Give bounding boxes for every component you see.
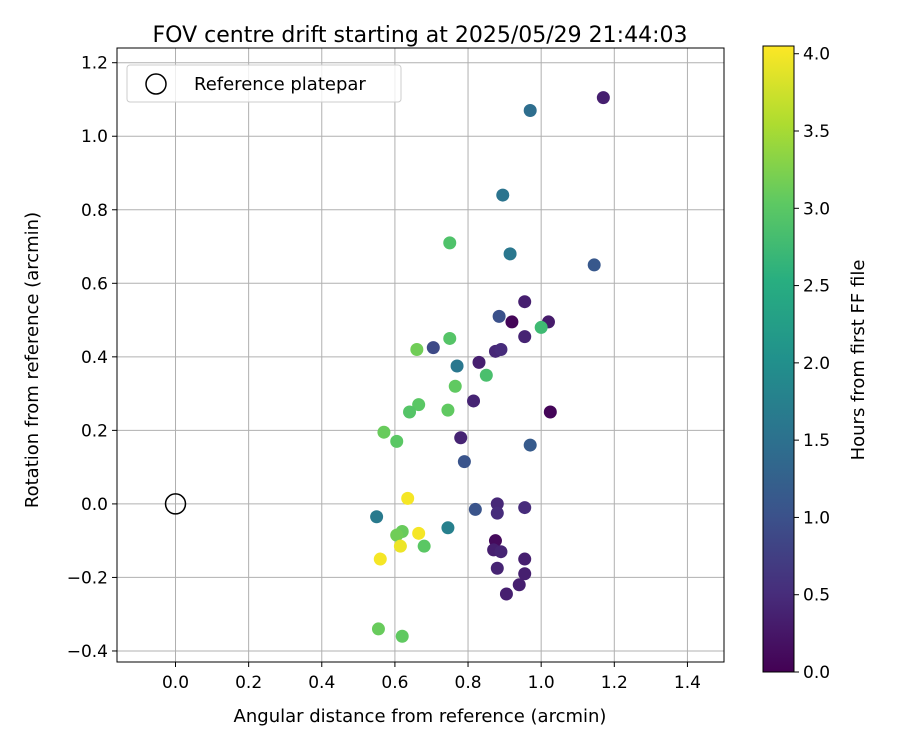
- scatter-point: [494, 342, 508, 356]
- scatter-point: [390, 528, 404, 542]
- colorbar-tick-label: 4.0: [803, 45, 830, 65]
- colorbar-label: Hours from first FF file: [848, 260, 869, 461]
- scatter-point: [543, 405, 557, 419]
- scatter-point: [479, 368, 493, 382]
- reference-platepar-marker: [164, 493, 187, 515]
- scatter-point: [412, 398, 426, 412]
- scatter-point: [454, 431, 468, 445]
- colorbar-tick-label: 1.5: [803, 431, 830, 451]
- y-tick-label: 0.2: [81, 421, 108, 441]
- scatter-point: [468, 502, 482, 516]
- colorbar: 0.0 0.5 1.0 1.5 2.0 2.5 3.0 3.5 4.0 Hours from f…: [762, 45, 869, 683]
- colorbar-tick-label: 2.5: [803, 277, 830, 297]
- x-tick-label: 0.6: [381, 673, 408, 693]
- scatter-point: [512, 578, 526, 592]
- scatter-point: [401, 491, 415, 505]
- scatter-point: [490, 497, 504, 511]
- x-tick-label: 0.2: [235, 673, 262, 693]
- scatter-point: [390, 434, 404, 448]
- grid-lines: [117, 48, 724, 662]
- scatter-point: [490, 561, 504, 575]
- scatter-point: [448, 379, 462, 393]
- scatter-point: [518, 295, 532, 309]
- scatter-point: [457, 455, 471, 469]
- scatter-point: [523, 438, 537, 452]
- y-tick-label: 1.0: [81, 127, 108, 147]
- x-tick-label: 1.2: [601, 673, 628, 693]
- colorbar-tick-label: 1.0: [803, 508, 830, 528]
- y-tick-label: 0.4: [81, 348, 108, 368]
- scatter-point: [450, 359, 464, 373]
- x-tick-label: 0.8: [455, 673, 482, 693]
- scatter-point: [370, 510, 384, 524]
- scatter-point: [472, 355, 486, 369]
- scatter-point: [587, 258, 601, 272]
- colorbar-ticks: 0.0 0.5 1.0 1.5 2.0 2.5 3.0 3.5 4.0: [794, 45, 830, 683]
- y-tick-label: 0.8: [81, 201, 108, 221]
- colorbar-gradient: [762, 45, 795, 673]
- x-tick-label: 1.0: [528, 673, 555, 693]
- scatter-point: [499, 587, 513, 601]
- scatter-point: [494, 545, 508, 559]
- scatter-point: [523, 104, 537, 118]
- x-tick-label: 0.4: [308, 673, 335, 693]
- scatter-point: [505, 315, 519, 329]
- scatter-point: [490, 506, 504, 520]
- scatter-point: [403, 405, 417, 419]
- plot-frame: [116, 47, 725, 663]
- scatter-point: [410, 342, 424, 356]
- scatter-point: [426, 341, 440, 355]
- y-tick-label: −0.2: [67, 568, 108, 588]
- chart-title: FOV centre drift starting at 2025/05/29 …: [153, 23, 688, 48]
- legend-box: [126, 64, 402, 103]
- scatter-points: [370, 91, 610, 643]
- scatter-point: [443, 236, 457, 250]
- y-tick-label: 1.2: [81, 54, 108, 74]
- scatter-point: [503, 247, 517, 261]
- reference-marker-layer: [164, 493, 187, 515]
- scatter-point: [417, 539, 431, 553]
- scatter-point: [441, 403, 455, 417]
- scatter-point: [395, 629, 409, 643]
- scatter-point: [443, 331, 457, 345]
- scatter-point: [518, 552, 532, 566]
- legend-marker-icon: [145, 73, 167, 95]
- scatter-point: [492, 309, 506, 323]
- legend-label: Reference platepar: [194, 74, 366, 95]
- x-axis-label: Angular distance from reference (arcmin): [234, 706, 607, 727]
- scatter-point: [596, 91, 610, 105]
- colorbar-tick-label: 3.0: [803, 199, 830, 219]
- x-tick-label: 0.0: [162, 673, 189, 693]
- colorbar-tick-label: 0.5: [803, 586, 830, 606]
- x-axis-ticks: 0.0 0.2 0.4 0.6 0.8 1.0 1.2 1.4: [162, 662, 701, 693]
- scatter-point: [393, 539, 407, 553]
- colorbar-tick-label: 3.5: [803, 122, 830, 142]
- y-tick-label: 0.6: [81, 274, 108, 294]
- scatter-point: [534, 320, 548, 334]
- scatter-point: [518, 501, 532, 515]
- legend: Reference platepar: [126, 64, 402, 103]
- scatter-point: [496, 188, 510, 202]
- y-tick-label: 0.0: [81, 495, 108, 515]
- scatter-point: [377, 425, 391, 439]
- y-tick-label: −0.4: [67, 642, 108, 662]
- scatter-point: [467, 394, 481, 408]
- y-axis-label: Rotation from reference (arcmin): [22, 212, 43, 508]
- colorbar-tick-label: 0.0: [803, 663, 830, 683]
- x-tick-label: 1.4: [674, 673, 701, 693]
- scatter-point: [518, 330, 532, 344]
- scatter-point: [518, 567, 532, 581]
- scatter-point: [373, 552, 387, 566]
- scatter-point: [371, 622, 385, 636]
- scatter-point: [441, 521, 455, 535]
- colorbar-tick-label: 2.0: [803, 354, 830, 374]
- y-axis-ticks: −0.4 −0.2 0.0 0.2 0.4 0.6 0.8 1.0 1.2: [67, 54, 117, 662]
- scatter-point: [412, 526, 426, 540]
